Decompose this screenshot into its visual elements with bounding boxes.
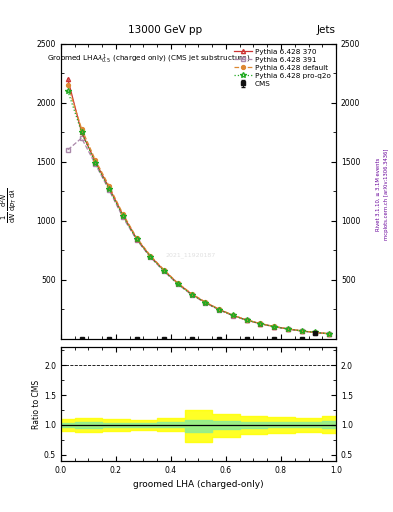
Pythia 6.428 391 bbox=[65, 147, 70, 153]
Pythia 6.428 pro-q2o bbox=[134, 236, 139, 242]
Pythia 6.428 391 bbox=[203, 300, 208, 306]
Pythia 6.428 391 bbox=[148, 254, 152, 260]
Pythia 6.428 pro-q2o bbox=[79, 129, 84, 135]
Pythia 6.428 391 bbox=[189, 292, 194, 298]
Pythia 6.428 pro-q2o bbox=[230, 312, 235, 318]
Pythia 6.428 default bbox=[107, 183, 112, 189]
Pythia 6.428 default bbox=[217, 306, 222, 312]
Pythia 6.428 370 bbox=[217, 306, 222, 312]
Pythia 6.428 370 bbox=[134, 236, 139, 242]
Text: Rivet 3.1.10, ≥ 3.1M events: Rivet 3.1.10, ≥ 3.1M events bbox=[376, 158, 381, 231]
Pythia 6.428 pro-q2o bbox=[175, 281, 180, 287]
Pythia 6.428 391 bbox=[120, 214, 125, 220]
Pythia 6.428 370 bbox=[107, 185, 112, 191]
Pythia 6.428 391 bbox=[230, 313, 235, 319]
Pythia 6.428 370 bbox=[244, 317, 249, 323]
Pythia 6.428 pro-q2o bbox=[65, 88, 70, 94]
Pythia 6.428 370 bbox=[93, 159, 97, 165]
Pythia 6.428 391 bbox=[327, 331, 332, 337]
Pythia 6.428 pro-q2o bbox=[148, 254, 152, 260]
Y-axis label: Ratio to CMS: Ratio to CMS bbox=[32, 379, 41, 429]
Pythia 6.428 default bbox=[189, 291, 194, 297]
Pythia 6.428 pro-q2o bbox=[272, 324, 277, 330]
Pythia 6.428 370 bbox=[175, 281, 180, 287]
Legend: Pythia 6.428 370, Pythia 6.428 391, Pythia 6.428 default, Pythia 6.428 pro-q2o, : Pythia 6.428 370, Pythia 6.428 391, Pyth… bbox=[233, 47, 332, 89]
Pythia 6.428 pro-q2o bbox=[107, 186, 112, 192]
Pythia 6.428 370 bbox=[272, 324, 277, 330]
Pythia 6.428 default bbox=[258, 321, 263, 327]
Pythia 6.428 default bbox=[285, 326, 290, 332]
Pythia 6.428 370 bbox=[79, 129, 84, 135]
Pythia 6.428 391 bbox=[79, 135, 84, 141]
Pythia 6.428 default bbox=[175, 280, 180, 286]
Pythia 6.428 391 bbox=[162, 268, 167, 274]
Pythia 6.428 391 bbox=[258, 321, 263, 327]
Line: Pythia 6.428 default: Pythia 6.428 default bbox=[66, 83, 331, 335]
Text: $\frac{1}{\mathrm{d}N}\,\frac{\mathrm{d}^2N}{\mathrm{d}p_T\,\mathrm{d}\lambda}$: $\frac{1}{\mathrm{d}N}\,\frac{\mathrm{d}… bbox=[0, 187, 19, 223]
Pythia 6.428 default bbox=[65, 82, 70, 88]
Pythia 6.428 391 bbox=[217, 307, 222, 313]
Pythia 6.428 pro-q2o bbox=[189, 291, 194, 297]
Pythia 6.428 370 bbox=[313, 329, 318, 335]
Line: Pythia 6.428 391: Pythia 6.428 391 bbox=[66, 136, 331, 336]
Text: 13000 GeV pp: 13000 GeV pp bbox=[128, 25, 202, 35]
Pythia 6.428 pro-q2o bbox=[327, 331, 332, 337]
Pythia 6.428 default bbox=[203, 299, 208, 305]
Pythia 6.428 370 bbox=[148, 253, 152, 259]
Text: 2021_11920187: 2021_11920187 bbox=[165, 252, 216, 258]
Pythia 6.428 pro-q2o bbox=[244, 317, 249, 323]
Text: mcplots.cern.ch [arXiv:1306.3436]: mcplots.cern.ch [arXiv:1306.3436] bbox=[384, 149, 389, 240]
Pythia 6.428 default bbox=[93, 157, 97, 163]
Pythia 6.428 pro-q2o bbox=[203, 300, 208, 306]
Pythia 6.428 391 bbox=[244, 317, 249, 324]
Pythia 6.428 391 bbox=[93, 161, 97, 167]
Text: Groomed LHA$\lambda^{1}_{0.5}$ (charged only) (CMS jet substructure): Groomed LHA$\lambda^{1}_{0.5}$ (charged … bbox=[47, 52, 251, 66]
Pythia 6.428 default bbox=[327, 331, 332, 337]
Pythia 6.428 pro-q2o bbox=[285, 326, 290, 332]
Pythia 6.428 pro-q2o bbox=[313, 329, 318, 335]
Pythia 6.428 391 bbox=[285, 326, 290, 332]
Pythia 6.428 default bbox=[79, 125, 84, 132]
Line: Pythia 6.428 370: Pythia 6.428 370 bbox=[66, 77, 331, 336]
Line: Pythia 6.428 pro-q2o: Pythia 6.428 pro-q2o bbox=[65, 88, 332, 336]
Pythia 6.428 default bbox=[230, 312, 235, 318]
Text: Jets: Jets bbox=[317, 25, 336, 35]
Pythia 6.428 pro-q2o bbox=[162, 268, 167, 274]
Pythia 6.428 370 bbox=[203, 300, 208, 306]
Pythia 6.428 pro-q2o bbox=[120, 213, 125, 219]
Pythia 6.428 370 bbox=[285, 326, 290, 332]
Pythia 6.428 default bbox=[244, 317, 249, 323]
Pythia 6.428 391 bbox=[175, 281, 180, 287]
Pythia 6.428 default bbox=[299, 328, 304, 334]
Pythia 6.428 370 bbox=[189, 291, 194, 297]
Pythia 6.428 default bbox=[313, 329, 318, 335]
Pythia 6.428 391 bbox=[299, 328, 304, 334]
Pythia 6.428 391 bbox=[313, 330, 318, 336]
Pythia 6.428 370 bbox=[258, 321, 263, 327]
Pythia 6.428 default bbox=[148, 252, 152, 259]
Pythia 6.428 default bbox=[120, 210, 125, 217]
Pythia 6.428 pro-q2o bbox=[217, 307, 222, 313]
Pythia 6.428 default bbox=[134, 234, 139, 241]
Pythia 6.428 370 bbox=[230, 312, 235, 318]
Pythia 6.428 370 bbox=[327, 331, 332, 337]
Pythia 6.428 391 bbox=[134, 237, 139, 243]
X-axis label: groomed LHA (charged-only): groomed LHA (charged-only) bbox=[133, 480, 264, 489]
Pythia 6.428 391 bbox=[107, 187, 112, 193]
Pythia 6.428 370 bbox=[162, 267, 167, 273]
Pythia 6.428 370 bbox=[65, 76, 70, 82]
Pythia 6.428 370 bbox=[120, 212, 125, 218]
Pythia 6.428 pro-q2o bbox=[299, 328, 304, 334]
Pythia 6.428 default bbox=[162, 267, 167, 273]
Pythia 6.428 391 bbox=[272, 324, 277, 330]
Pythia 6.428 370 bbox=[299, 328, 304, 334]
Pythia 6.428 pro-q2o bbox=[258, 321, 263, 327]
Pythia 6.428 pro-q2o bbox=[93, 160, 97, 166]
Pythia 6.428 default bbox=[272, 324, 277, 330]
